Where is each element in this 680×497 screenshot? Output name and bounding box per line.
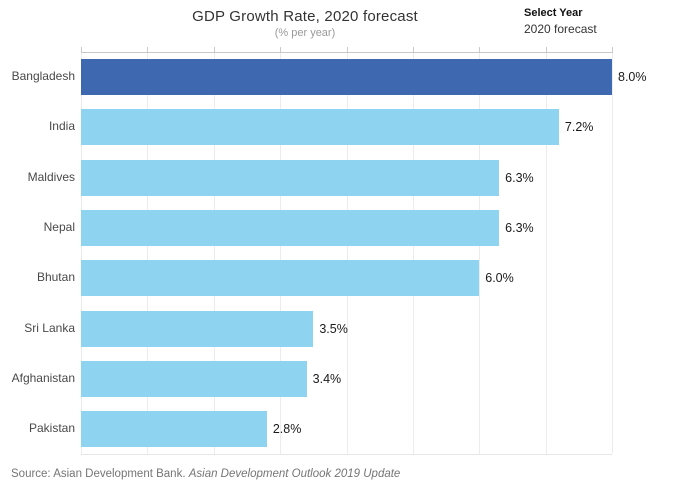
axis-tick — [412, 47, 414, 53]
value-label: 8.0% — [618, 70, 647, 84]
category-label: Bhutan — [36, 270, 75, 285]
gridline — [280, 53, 282, 454]
bar-maldives — [81, 159, 500, 196]
value-label: 7.2% — [564, 120, 594, 135]
axis-tick — [280, 47, 282, 53]
value-label: 2.8% — [272, 422, 302, 437]
year-selector-value[interactable]: 2020 forecast — [524, 22, 597, 36]
category-axis: Bangladesh India Maldives Nepal Bhutan Sri La… — [0, 0, 75, 497]
bar-nepal — [81, 209, 500, 246]
category-label: Maldives — [27, 169, 75, 184]
gridline — [545, 53, 547, 454]
gridline — [479, 53, 481, 454]
value-label: 3.5% — [319, 321, 348, 336]
axis-tick — [213, 47, 215, 53]
axis-tick — [81, 47, 82, 53]
axis-tick — [346, 47, 348, 53]
axis-tick — [479, 47, 481, 53]
value-label: 6.0% — [485, 271, 514, 286]
axis-tick — [612, 47, 613, 53]
category-label: Afghanistan — [11, 370, 75, 385]
category-label: Pakistan — [28, 421, 75, 436]
bar-sri-lanka — [81, 310, 314, 347]
value-label: 6.3% — [505, 170, 534, 185]
gridline — [346, 53, 348, 454]
category-label: Bangladesh — [11, 69, 75, 83]
bar-pakistan — [81, 411, 267, 448]
year-selector[interactable]: Select Year 2020 forecast — [524, 7, 674, 36]
value-label: 3.4% — [312, 371, 342, 386]
year-selector-label: Select Year — [524, 7, 583, 19]
gridline — [612, 53, 613, 454]
bar-afghanistan — [81, 360, 307, 397]
chart-title: GDP Growth Rate, 2020 forecast — [192, 8, 418, 25]
gridline — [147, 53, 149, 454]
bar-bangladesh — [81, 59, 612, 95]
bar-india — [81, 109, 559, 146]
plot-area: 8.0% 7.2% 6.3% 6.3% 6.0% 3.5% 3.4% 2.8% — [81, 47, 647, 455]
category-label: India — [48, 119, 75, 134]
category-label: Nepal — [43, 219, 75, 234]
axis-tick — [147, 47, 149, 53]
chart-subtitle: (% per year) — [274, 27, 336, 39]
source-text: Source: Asian Development Bank. — [11, 468, 189, 480]
gridline — [213, 53, 215, 454]
gridline — [81, 53, 82, 454]
axis-tick — [545, 47, 547, 53]
bar-bhutan — [81, 260, 480, 297]
category-label: Sri Lanka — [24, 320, 75, 335]
gridline — [412, 53, 414, 454]
source-line: Source: Asian Development Bank. Asian De… — [11, 468, 670, 480]
source-publication: Asian Development Outlook 2019 Update — [188, 468, 401, 480]
value-label: 6.3% — [505, 220, 534, 235]
